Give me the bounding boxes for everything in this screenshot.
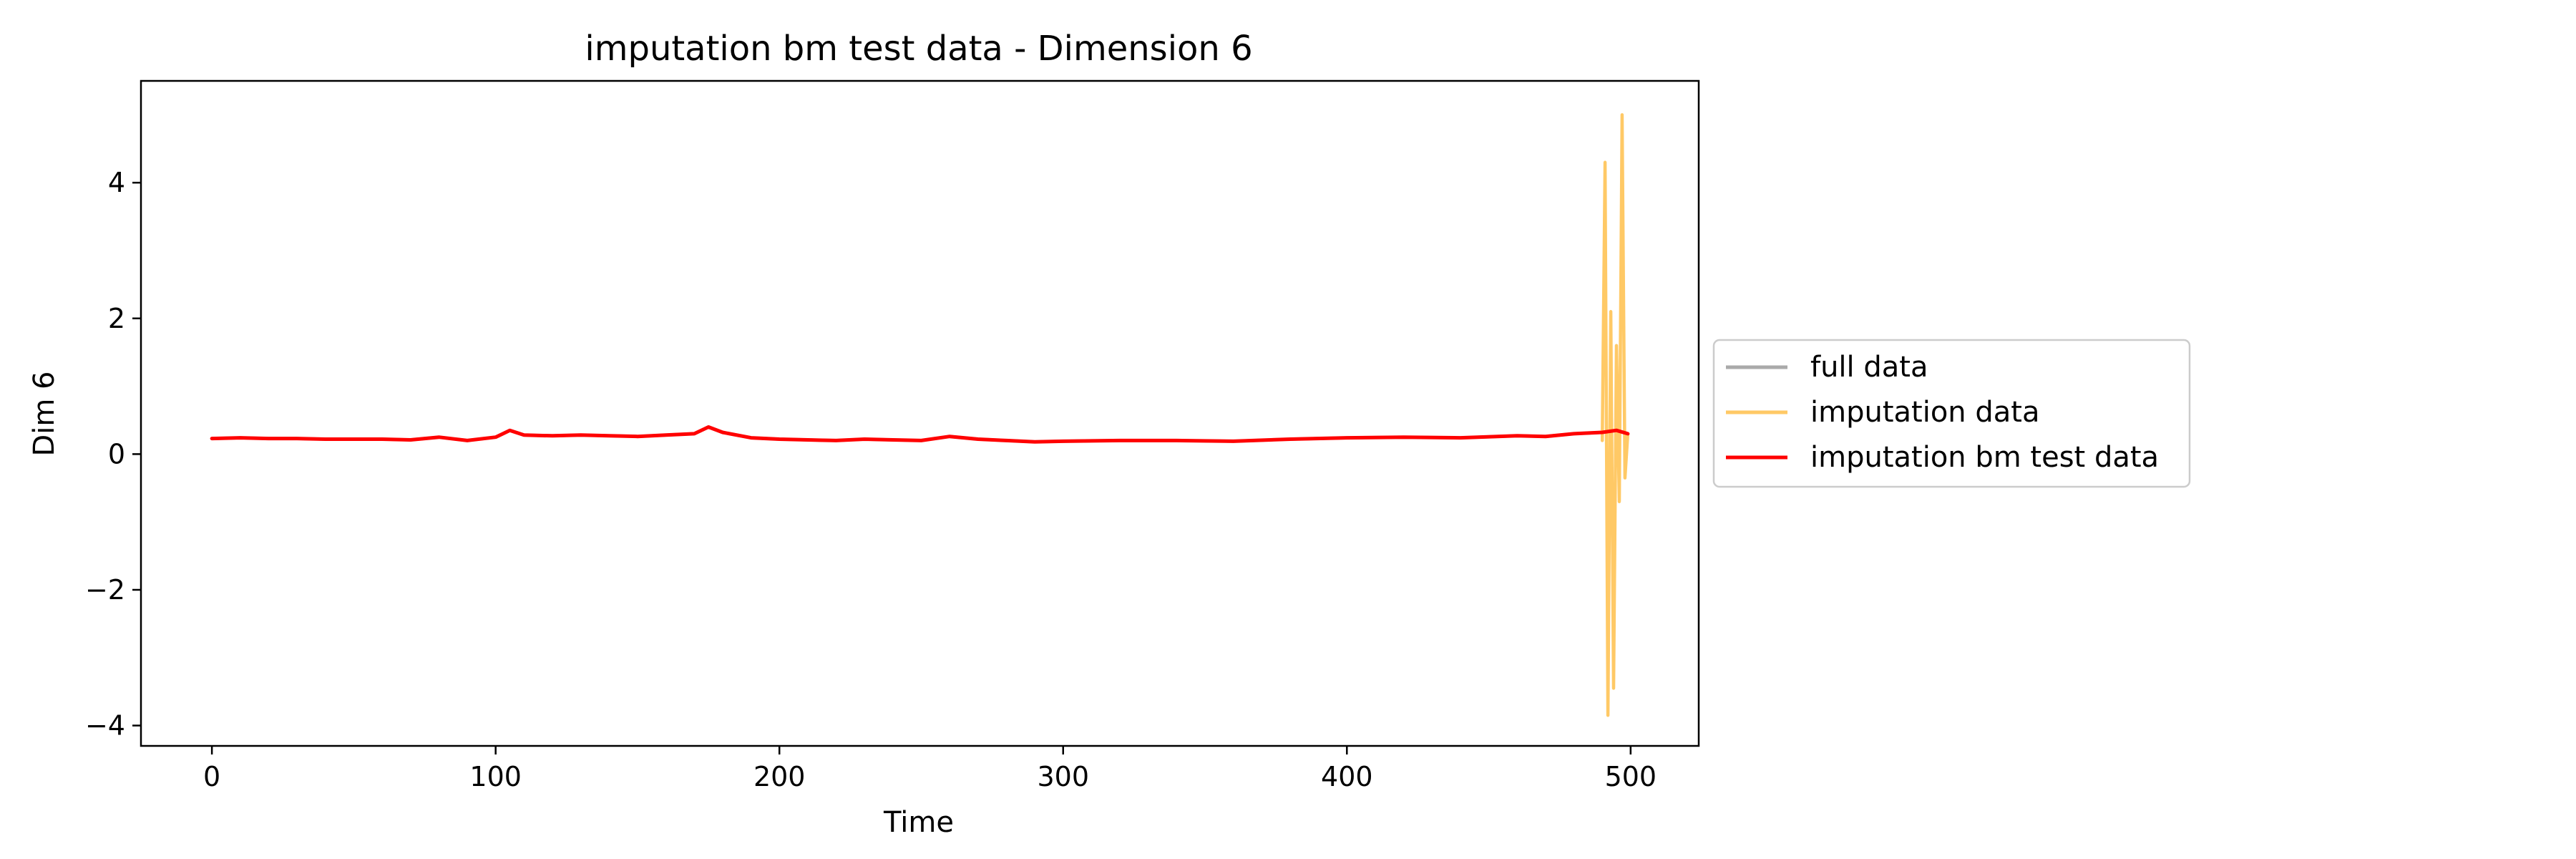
x-tick-label: 0 <box>203 761 220 792</box>
y-axis-label: Dim 6 <box>28 371 61 456</box>
x-axis-label: Time <box>883 806 954 839</box>
y-tick-label: 4 <box>108 167 125 198</box>
axes-frame <box>140 79 1700 747</box>
legend-label-imputation-data: imputation data <box>1810 396 2039 429</box>
x-tick-label: 300 <box>1037 761 1089 792</box>
x-tick-label: 400 <box>1321 761 1373 792</box>
plot-area: 0 100 200 300 400 500 −4 −2 0 2 4 <box>85 79 1700 792</box>
legend: full data imputation data imputation bm te… <box>1712 339 2191 488</box>
y-tick-label: −2 <box>85 574 125 606</box>
legend-label-imputation-bm-test-data: imputation bm test data <box>1810 441 2159 474</box>
legend-box <box>1712 339 2191 488</box>
y-tick-label: 2 <box>108 303 125 334</box>
y-tick-label: −4 <box>85 710 125 742</box>
chart-title: imputation bm test data - Dimension 6 <box>585 29 1252 69</box>
x-tick-label: 100 <box>469 761 522 792</box>
x-tick-label: 200 <box>753 761 806 792</box>
series-line-imputation-bm-test-data <box>210 425 1630 444</box>
series-line-imputation-data <box>1600 113 1630 717</box>
series-group <box>210 113 1630 717</box>
y-tick-label: 0 <box>108 438 125 470</box>
x-tick-label: 500 <box>1605 761 1657 792</box>
legend-label-full-data: full data <box>1810 351 1928 384</box>
